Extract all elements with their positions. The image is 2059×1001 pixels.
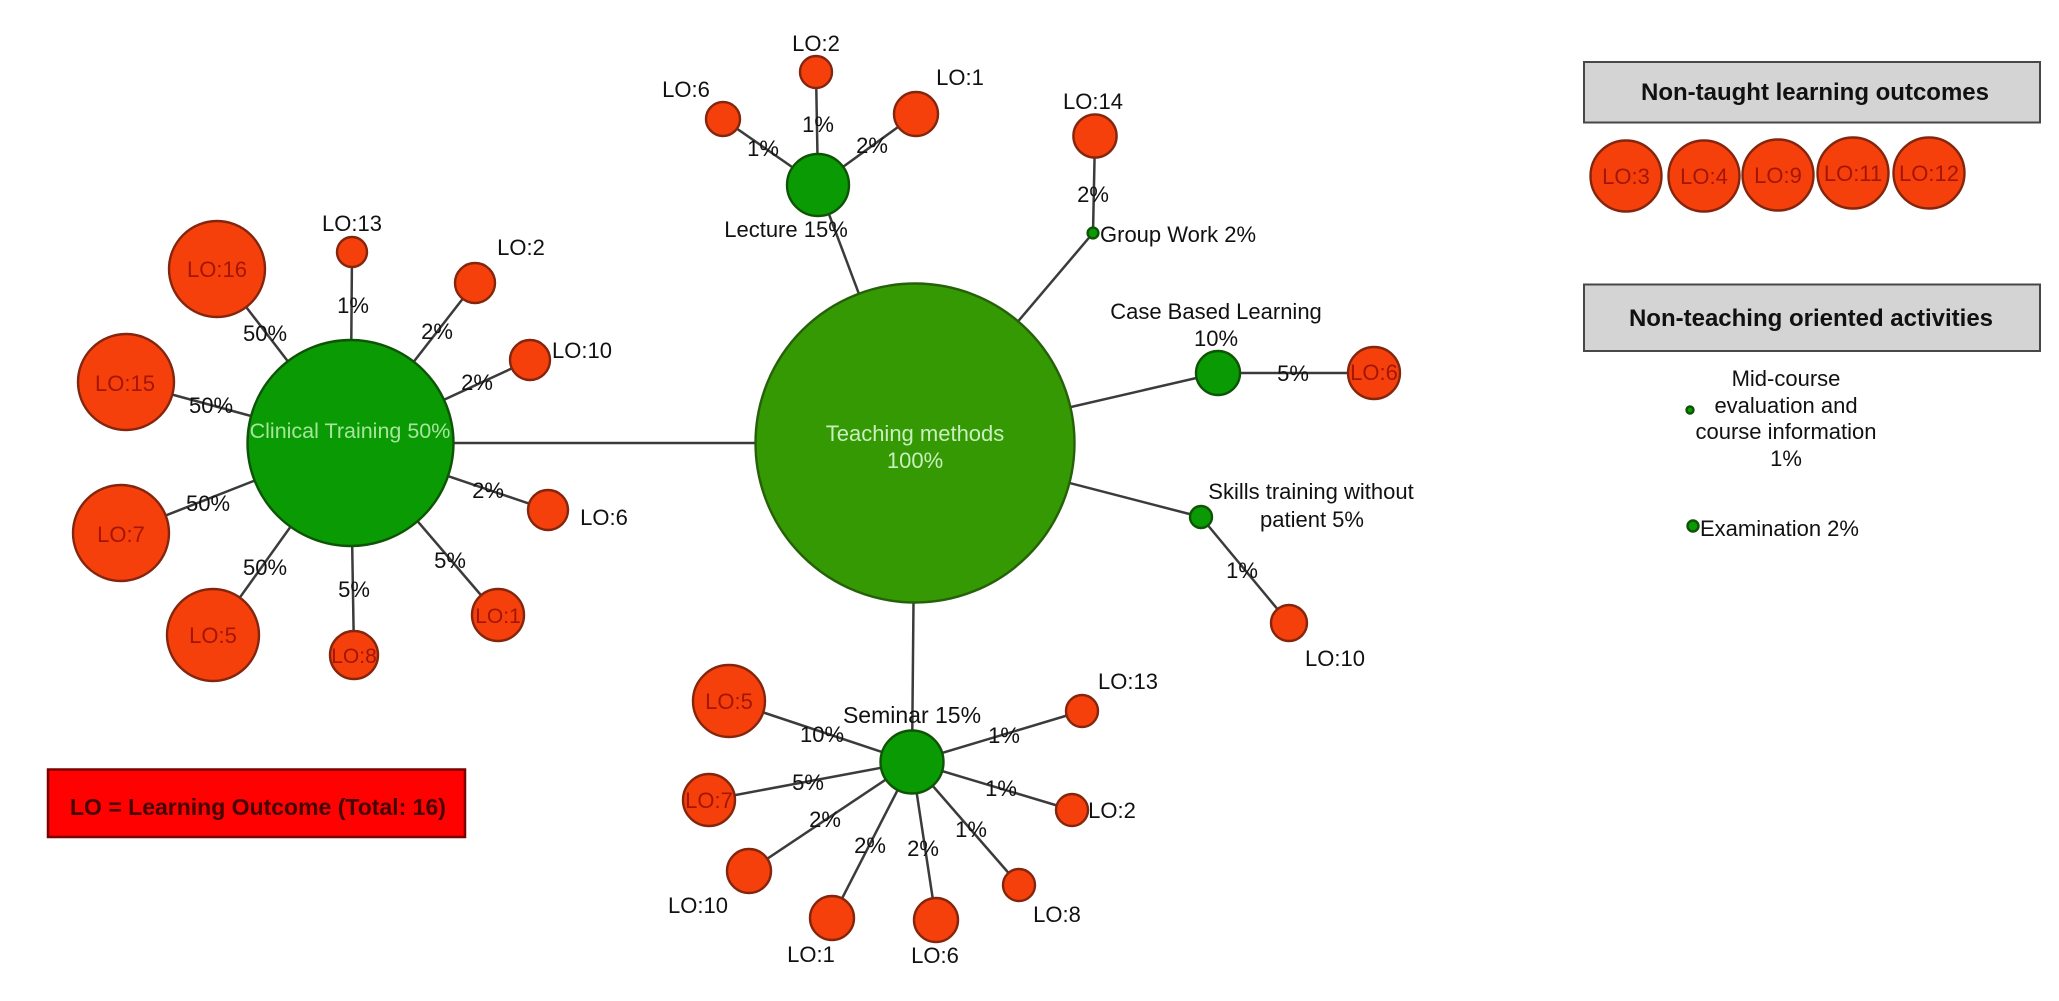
svg-text:5%: 5% [434,548,466,573]
svg-text:5%: 5% [792,770,824,795]
svg-text:LO:8: LO:8 [1033,902,1081,927]
svg-text:LO:2: LO:2 [497,235,545,260]
svg-text:2%: 2% [1077,182,1109,207]
svg-text:Teaching methods: Teaching methods [826,421,1005,446]
svg-text:LO:13: LO:13 [1098,669,1158,694]
svg-text:LO:3: LO:3 [1602,164,1650,189]
svg-text:Non-teaching oriented activiti: Non-teaching oriented activities [1629,305,1993,332]
svg-text:LO:5: LO:5 [189,623,237,648]
svg-text:LO:6: LO:6 [580,505,628,530]
svg-text:2%: 2% [461,370,493,395]
svg-text:LO:12: LO:12 [1899,161,1959,186]
svg-text:50%: 50% [186,491,230,516]
svg-text:1%: 1% [1770,446,1802,471]
svg-text:LO:1: LO:1 [787,942,835,967]
svg-text:LO:6: LO:6 [662,77,710,102]
svg-text:LO:16: LO:16 [187,257,247,282]
svg-text:Mid-course: Mid-course [1732,366,1841,391]
svg-text:LO:9: LO:9 [1754,163,1802,188]
svg-text:Clinical Training 50%: Clinical Training 50% [250,419,451,443]
svg-text:5%: 5% [338,577,370,602]
svg-text:LO:8: LO:8 [331,645,377,668]
svg-text:Skills training without: Skills training without [1208,479,1413,504]
svg-text:50%: 50% [243,555,287,580]
svg-text:1%: 1% [985,776,1017,801]
svg-text:evaluation and: evaluation and [1714,393,1857,418]
svg-text:LO:15: LO:15 [95,371,155,396]
svg-text:50%: 50% [243,321,287,346]
svg-text:2%: 2% [472,478,504,503]
svg-text:2%: 2% [907,836,939,861]
svg-text:Group Work 2%: Group Work 2% [1100,222,1256,247]
svg-text:LO:6: LO:6 [911,943,959,968]
svg-text:1%: 1% [988,723,1020,748]
svg-text:LO:1: LO:1 [475,605,521,628]
svg-text:1%: 1% [337,293,369,318]
svg-text:LO:13: LO:13 [322,211,382,236]
svg-text:patient 5%: patient 5% [1260,507,1364,532]
svg-text:2%: 2% [854,833,886,858]
svg-text:LO:14: LO:14 [1063,89,1123,114]
svg-text:LO:10: LO:10 [668,893,728,918]
svg-text:2%: 2% [809,807,841,832]
svg-text:LO:5: LO:5 [705,689,753,714]
svg-text:1%: 1% [955,817,987,842]
svg-text:Lecture 15%: Lecture 15% [724,217,848,242]
svg-text:1%: 1% [747,136,779,161]
svg-text:LO:7: LO:7 [97,522,145,547]
svg-text:1%: 1% [1226,558,1258,583]
svg-text:LO:1: LO:1 [936,65,984,90]
svg-text:LO = Learning Outcome (Total:: LO = Learning Outcome (Total: 16) [70,794,446,820]
svg-text:10%: 10% [800,722,844,747]
svg-text:LO:11: LO:11 [1824,161,1882,186]
svg-text:Case Based Learning: Case Based Learning [1110,299,1322,324]
svg-text:2%: 2% [421,319,453,344]
svg-text:LO:7: LO:7 [685,788,733,813]
svg-text:LO:2: LO:2 [792,31,840,56]
svg-text:Examination 2%: Examination 2% [1700,516,1859,541]
svg-text:LO:10: LO:10 [552,338,612,363]
svg-text:Non-taught learning outcomes: Non-taught learning outcomes [1641,79,1989,106]
svg-text:LO:6: LO:6 [1350,360,1398,385]
svg-text:10%: 10% [1194,326,1238,351]
svg-text:course information: course information [1696,419,1877,444]
svg-text:LO:10: LO:10 [1305,646,1365,671]
svg-text:1%: 1% [802,112,834,137]
svg-text:100%: 100% [887,448,943,473]
svg-text:50%: 50% [189,393,233,418]
svg-text:LO:4: LO:4 [1680,164,1728,189]
svg-text:5%: 5% [1277,361,1309,386]
svg-text:2%: 2% [856,133,888,158]
svg-text:Seminar 15%: Seminar 15% [843,702,981,728]
svg-text:LO:2: LO:2 [1088,798,1136,823]
